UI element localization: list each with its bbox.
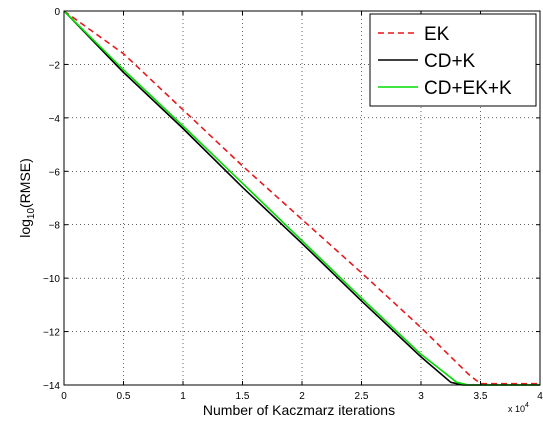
x-tick-label: 1.5 (236, 391, 250, 402)
x-axis-multiplier: x 104 (508, 402, 529, 414)
x-tick-label: 2 (299, 391, 305, 402)
x-tick-label: 0.5 (117, 391, 131, 402)
legend: EK CD+K CD+EK+K (369, 13, 537, 107)
series-line-cd-k (63, 10, 540, 386)
y-tick-label: −14 (43, 381, 60, 392)
x-axis-multiplier-exp: 4 (525, 402, 529, 409)
y-tick-label: −2 (49, 60, 61, 71)
y-axis-label-rest: (RMSE) (17, 158, 33, 208)
y-tick-label: −10 (43, 274, 60, 285)
legend-label: EK (424, 24, 450, 45)
x-tick-label: 3 (418, 391, 424, 402)
series-line-ek (63, 10, 540, 385)
series-lines (63, 10, 540, 386)
legend-label: CD+K (424, 51, 476, 72)
y-axis-label: log10(RMSE) (17, 158, 37, 238)
x-tick-label: 4 (537, 391, 543, 402)
y-axis-label-main: log (17, 219, 33, 238)
x-tick-label: 2.5 (355, 391, 369, 402)
y-tick-label: −4 (49, 114, 61, 125)
y-tick-label: −12 (43, 328, 60, 339)
y-axis-label-sub: 10 (26, 208, 37, 220)
x-tick-label: 3.5 (474, 391, 488, 402)
legend-label: CD+EK+K (424, 78, 512, 99)
axis-ticks: 0 0.5 1 1.5 2 2.5 3 3.5 4 0 −2 −4 −6 −8 −10 −12 −14 (43, 7, 543, 402)
y-tick-label: −6 (49, 167, 61, 178)
x-axis-multiplier-base: x 10 (508, 404, 525, 414)
x-tick-label: 1 (180, 391, 186, 402)
series-line-cd-ek-k (63, 10, 540, 386)
y-tick-label: −8 (49, 221, 61, 232)
y-tick-label: 0 (54, 7, 60, 18)
x-axis-label: Number of Kaczmarz iterations (203, 402, 395, 418)
x-tick-label: 0 (61, 391, 67, 402)
